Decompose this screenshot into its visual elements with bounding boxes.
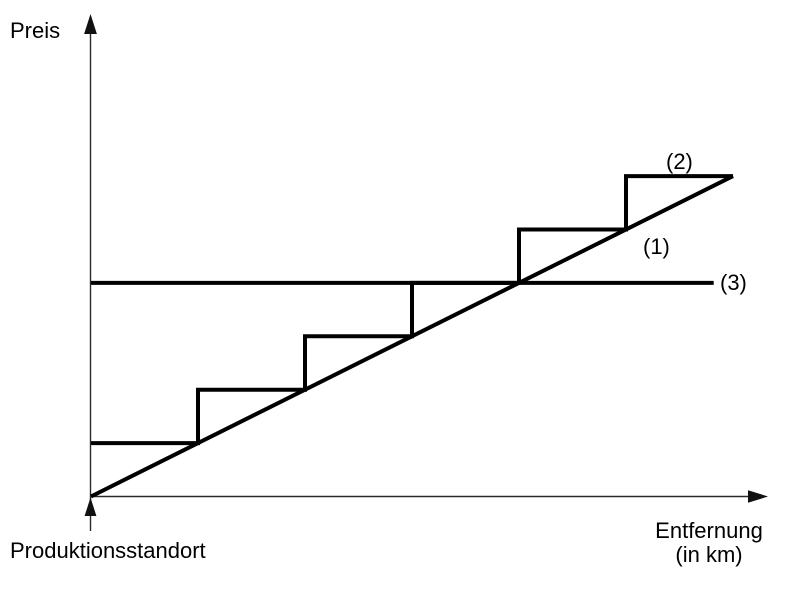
y-axis-label: Preis [10, 18, 61, 43]
series-2-annotation: (2) [666, 149, 693, 174]
origin-label: Produktionsstandort [10, 538, 206, 563]
x-axis-label-line1: Entfernung [655, 518, 763, 543]
series-3-annotation: (3) [720, 270, 747, 295]
series-1-annotation: (1) [643, 234, 670, 259]
x-axis-label-line2: (in km) [675, 542, 743, 567]
x-axis-arrowhead [748, 490, 768, 503]
x-axis [90, 490, 768, 503]
y-axis-arrowhead [84, 14, 97, 34]
x-axis-label: Entfernung (in km) [619, 519, 799, 567]
series-2-step-line [91, 174, 733, 446]
y-axis [84, 14, 97, 531]
origin-marker-arrowhead [84, 497, 97, 516]
